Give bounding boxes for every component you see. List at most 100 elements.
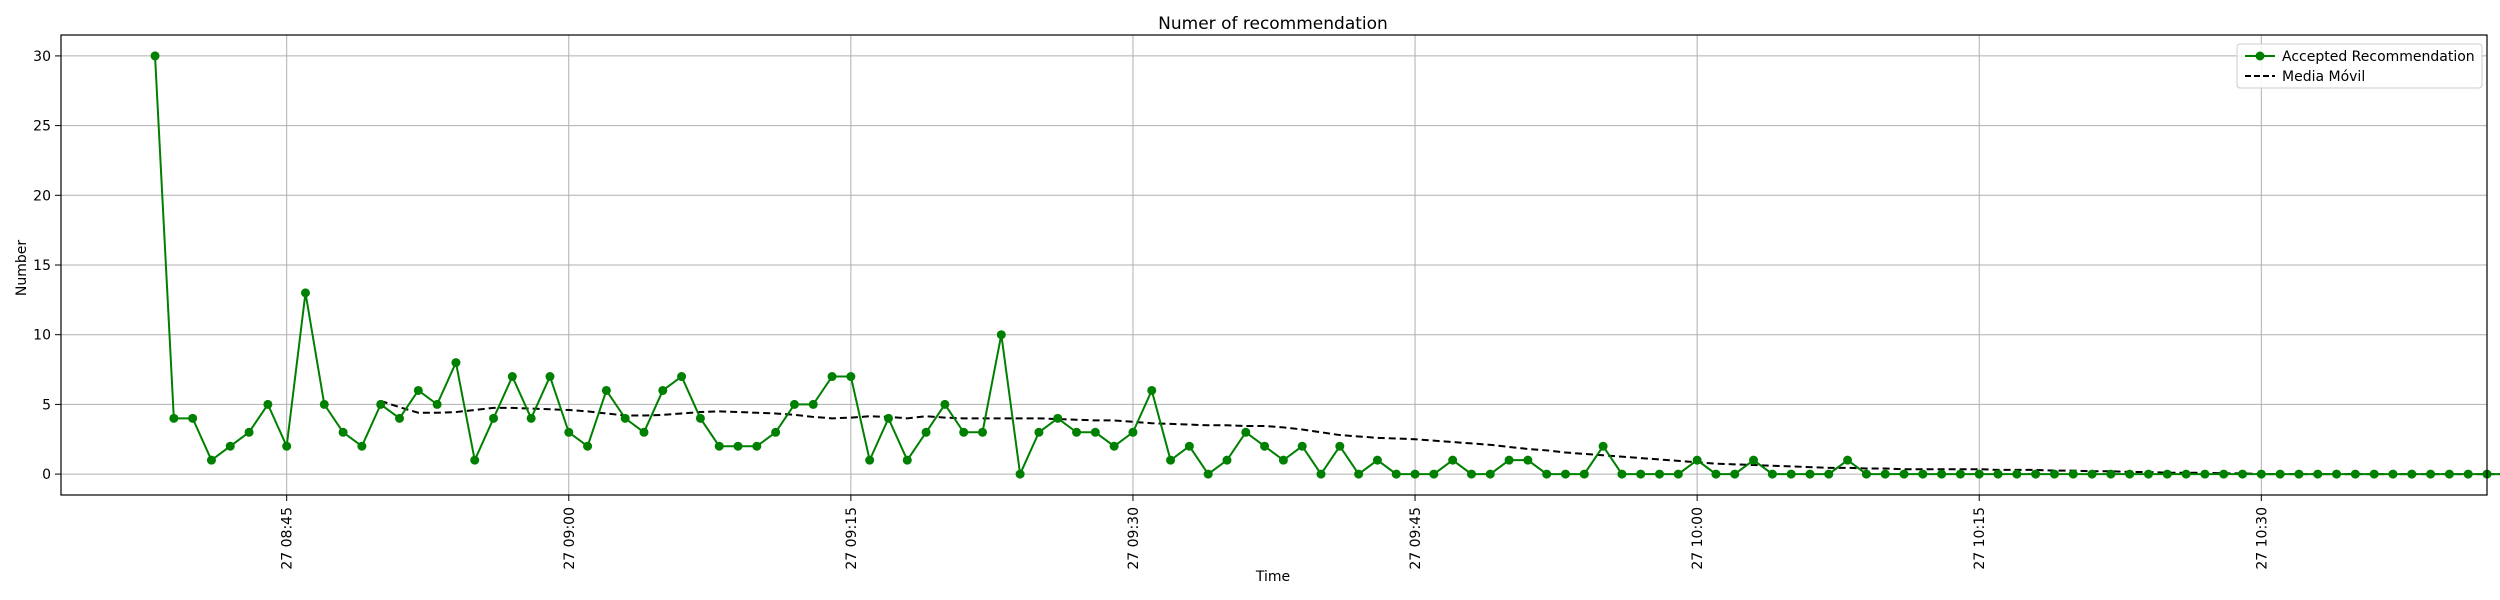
data-point-accepted [1072, 427, 1082, 437]
ticks: 0 5 10 15 20 25 30 27 08:45 27 09:00 27 09:15 27 0… [33, 49, 2270, 570]
data-point-accepted [244, 427, 254, 437]
x-tick-label: 27 08:45 [280, 507, 296, 570]
data-point-accepted [2181, 469, 2191, 479]
data-point-accepted [1147, 385, 1157, 395]
data-point-accepted [1466, 469, 1476, 479]
data-point-accepted [1767, 469, 1777, 479]
data-point-accepted [2407, 469, 2417, 479]
data-point-accepted [1184, 441, 1194, 451]
y-tick-label: 0 [42, 467, 51, 483]
data-point-accepted [2388, 469, 2398, 479]
data-point-accepted [1824, 469, 1834, 479]
data-point-accepted [2106, 469, 2116, 479]
series-layer [150, 51, 2500, 479]
data-point-accepted [1749, 455, 1759, 465]
data-point-accepted [1260, 441, 1270, 451]
data-point-accepted [714, 441, 724, 451]
series-line-moving-average [380, 399, 2500, 476]
data-point-accepted [1053, 413, 1063, 423]
data-point-accepted [583, 441, 593, 451]
data-point-accepted [827, 372, 837, 382]
data-point-accepted [2031, 469, 2041, 479]
y-tick-label: 25 [33, 119, 51, 135]
data-point-accepted [2068, 469, 2078, 479]
data-point-accepted [1993, 469, 2003, 479]
data-point-accepted [1090, 427, 1100, 437]
data-point-accepted [1335, 441, 1345, 451]
data-point-accepted [1861, 469, 1871, 479]
data-point-accepted [2125, 469, 2135, 479]
data-point-accepted [376, 399, 386, 409]
data-point-accepted [2369, 469, 2379, 479]
data-point-accepted [2162, 469, 2172, 479]
data-point-accepted [1918, 469, 1928, 479]
data-point-accepted [978, 427, 988, 437]
data-point-accepted [1372, 455, 1382, 465]
y-tick-label: 10 [33, 328, 51, 344]
data-point-accepted [1974, 469, 1984, 479]
data-point-accepted [1504, 455, 1514, 465]
grid [61, 35, 2487, 495]
data-point-accepted [206, 455, 216, 465]
data-point-accepted [1843, 455, 1853, 465]
data-point-accepted [1203, 469, 1213, 479]
data-point-accepted [489, 413, 499, 423]
data-point-accepted [921, 427, 931, 437]
data-point-accepted [1955, 469, 1965, 479]
data-point-accepted [1560, 469, 1570, 479]
data-point-accepted [2350, 469, 2360, 479]
data-point-accepted [2143, 469, 2153, 479]
data-point-accepted [451, 358, 461, 368]
data-point-accepted [188, 413, 198, 423]
data-point-accepted [545, 372, 555, 382]
data-point-accepted [2444, 469, 2454, 479]
data-point-accepted [1655, 469, 1665, 479]
data-point-accepted [1410, 469, 1420, 479]
data-point-accepted [1448, 455, 1458, 465]
legend: Accepted Recommendation Media Móvil [2236, 43, 2483, 89]
chart-title: Numer of recommendation [1158, 14, 1388, 34]
data-point-accepted [1598, 441, 1608, 451]
x-tick-label: 27 09:15 [844, 507, 860, 570]
data-point-accepted [1542, 469, 1552, 479]
x-tick-label: 27 09:00 [562, 507, 578, 570]
legend-marker-accepted [2255, 51, 2265, 61]
data-point-accepted [526, 413, 536, 423]
legend-label-accepted: Accepted Recommendation [2282, 49, 2475, 65]
x-axis-label: Time [1255, 569, 1290, 585]
data-point-accepted [300, 288, 310, 298]
data-point-accepted [959, 427, 969, 437]
legend-box [2236, 43, 2483, 89]
data-point-accepted [1128, 427, 1138, 437]
data-point-accepted [432, 399, 442, 409]
y-tick-label: 15 [33, 258, 51, 274]
data-point-accepted [1786, 469, 1796, 479]
data-point-accepted [865, 455, 875, 465]
data-point-accepted [695, 413, 705, 423]
y-axis-label: Number [14, 240, 30, 296]
data-point-accepted [771, 427, 781, 437]
data-point-accepted [1297, 441, 1307, 451]
data-point-accepted [263, 399, 273, 409]
data-point-accepted [282, 441, 292, 451]
data-point-accepted [150, 51, 160, 61]
data-point-accepted [733, 441, 743, 451]
data-point-accepted [996, 330, 1006, 340]
data-point-accepted [1166, 455, 1176, 465]
data-point-accepted [1523, 455, 1533, 465]
data-point-accepted [639, 427, 649, 437]
data-point-accepted [357, 441, 367, 451]
data-point-accepted [808, 399, 818, 409]
x-tick-label: 27 10:15 [1972, 507, 1988, 570]
data-point-accepted [1278, 455, 1288, 465]
data-point-accepted [1805, 469, 1815, 479]
data-point-accepted [1692, 455, 1702, 465]
data-point-accepted [1880, 469, 1890, 479]
data-point-accepted [413, 385, 423, 395]
data-point-accepted [1636, 469, 1646, 479]
data-point-accepted [507, 372, 517, 382]
data-point-accepted [1222, 455, 1232, 465]
data-point-accepted [1391, 469, 1401, 479]
x-tick-label: 27 09:30 [1126, 507, 1142, 570]
data-point-accepted [846, 372, 856, 382]
